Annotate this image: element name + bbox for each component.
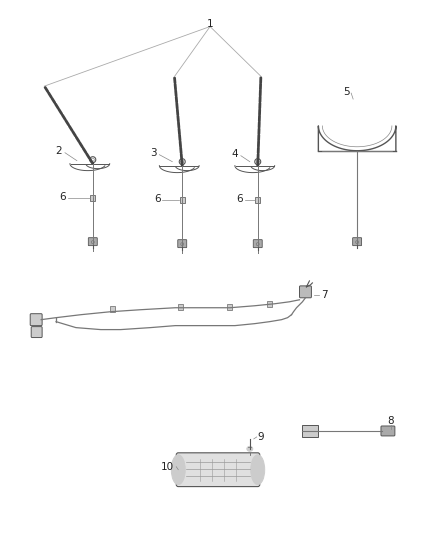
Text: 4: 4 xyxy=(232,149,238,159)
Text: 7: 7 xyxy=(321,290,328,300)
Bar xyxy=(248,447,252,448)
Ellipse shape xyxy=(171,455,185,484)
Text: 6: 6 xyxy=(60,192,66,203)
Bar xyxy=(110,306,115,312)
FancyBboxPatch shape xyxy=(353,238,362,246)
FancyBboxPatch shape xyxy=(31,327,42,337)
Text: 9: 9 xyxy=(258,432,265,442)
Ellipse shape xyxy=(251,455,265,484)
Text: 1: 1 xyxy=(207,19,213,29)
Bar xyxy=(180,197,185,204)
Bar xyxy=(227,304,233,310)
Text: 6: 6 xyxy=(237,195,243,205)
FancyBboxPatch shape xyxy=(30,314,42,326)
FancyBboxPatch shape xyxy=(176,453,260,487)
FancyBboxPatch shape xyxy=(381,426,395,436)
Bar xyxy=(267,301,272,307)
Bar xyxy=(90,196,95,201)
Bar xyxy=(303,425,318,437)
Text: 2: 2 xyxy=(56,146,62,156)
Text: 8: 8 xyxy=(388,416,394,426)
Text: 5: 5 xyxy=(343,87,350,97)
Text: 10: 10 xyxy=(161,462,174,472)
FancyBboxPatch shape xyxy=(178,240,187,248)
Text: 3: 3 xyxy=(150,148,157,158)
Ellipse shape xyxy=(247,446,253,451)
Text: 6: 6 xyxy=(154,195,161,205)
Bar xyxy=(255,197,260,204)
FancyBboxPatch shape xyxy=(253,240,262,248)
FancyBboxPatch shape xyxy=(88,238,97,246)
Bar xyxy=(178,304,183,310)
FancyBboxPatch shape xyxy=(300,286,311,298)
